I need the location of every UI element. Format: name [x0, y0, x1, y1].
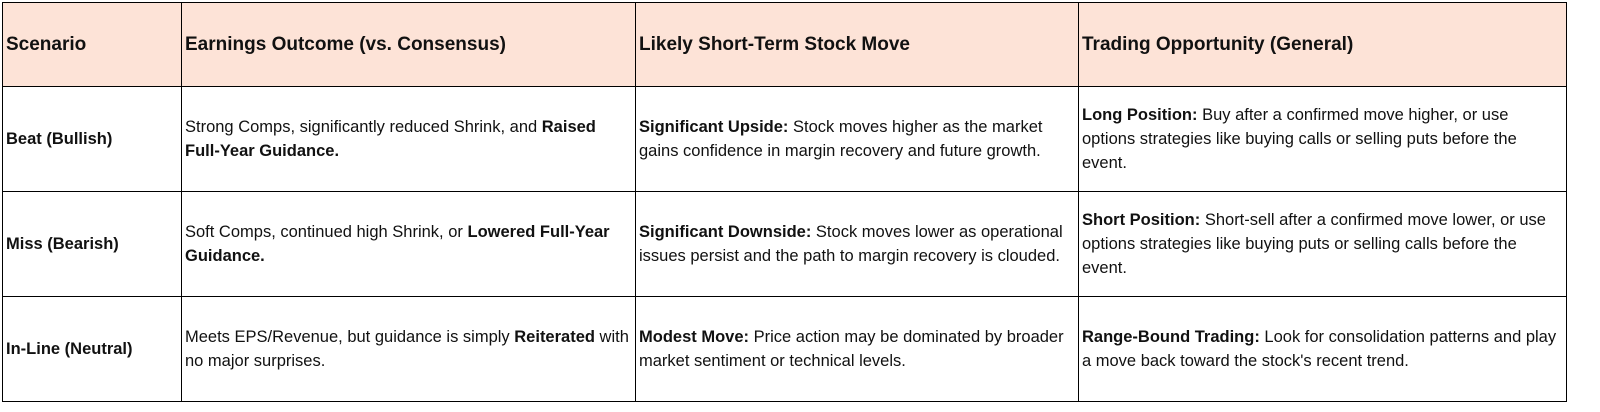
table-cell: Soft Comps, continued high Shrink, or Lo… — [181, 191, 636, 297]
bold-text: Beat (Bullish) — [6, 130, 113, 148]
table-cell: Modest Move: Price action may be dominat… — [635, 296, 1079, 402]
cell-text: Short-sell after a confirmed move lower,… — [1082, 211, 1546, 277]
header-row: Scenario Earnings Outcome (vs. Consensus)… — [2, 2, 1567, 87]
table-cell: Significant Upside: Stock moves higher a… — [635, 86, 1079, 192]
header-cell: Scenario — [2, 2, 182, 87]
bold-text: Lowered Full-Year Guidance. — [185, 223, 610, 265]
cell-text: with no major surprises. — [185, 328, 629, 370]
bold-text: Miss (Bearish) — [6, 235, 119, 253]
table-cell: In-Line (Neutral) — [2, 296, 182, 402]
cell-text: Strong Comps, significantly reduced Shri… — [185, 118, 542, 136]
cell-text: Stock moves lower as operational issues … — [639, 223, 1063, 265]
cell-text: Meets EPS/Revenue, but guidance is simpl… — [185, 328, 515, 346]
bold-text: In-Line (Neutral) — [6, 340, 133, 358]
bold-text: Long Position: — [1082, 106, 1198, 124]
table-cell: Miss (Bearish) — [2, 191, 182, 297]
bold-text: Significant Downside: — [639, 223, 812, 241]
bold-text: Reiterated — [514, 328, 595, 346]
table-cell: Significant Downside: Stock moves lower … — [635, 191, 1079, 297]
header-cell: Earnings Outcome (vs. Consensus) — [181, 2, 636, 87]
table-body: Beat (Bullish) Strong Comps, significantl… — [2, 86, 1567, 402]
bold-text: Significant Upside: — [639, 118, 789, 136]
bold-text: Raised Full-Year Guidance. — [185, 118, 596, 160]
cell-text: Look for consolidation patterns and play… — [1082, 328, 1557, 370]
cell-text: Buy after a confirmed move higher, or us… — [1082, 106, 1517, 172]
cell-text: Stock moves higher as the market gains c… — [639, 118, 1043, 160]
table-cell: Beat (Bullish) — [2, 86, 182, 192]
header-cell: Likely Short-Term Stock Move — [635, 2, 1079, 87]
table-cell: Strong Comps, significantly reduced Shri… — [181, 86, 636, 192]
cell-text: Soft Comps, continued high Shrink, or — [185, 223, 468, 241]
bold-text: Range-Bound Trading: — [1082, 328, 1260, 346]
header-cell: Trading Opportunity (General) — [1078, 2, 1567, 87]
cell-text: Price action may be dominated by broader… — [639, 328, 1064, 370]
bold-text: Short Position: — [1082, 211, 1201, 229]
table-row: In-Line (Neutral) Meets EPS/Revenue, but … — [2, 296, 1567, 402]
table-row: Beat (Bullish) Strong Comps, significantl… — [2, 86, 1567, 192]
table-cell: Short Position: Short-sell after a confi… — [1078, 191, 1567, 297]
table-cell: Range-Bound Trading: Look for consolidat… — [1078, 296, 1567, 402]
table-cell: Long Position: Buy after a confirmed mov… — [1078, 86, 1567, 192]
data-table: Scenario Earnings Outcome (vs. Consensus)… — [2, 2, 1567, 402]
table-cell: Meets EPS/Revenue, but guidance is simpl… — [181, 296, 636, 402]
table-row: Miss (Bearish) Soft Comps, continued high… — [2, 191, 1567, 297]
bold-text: Modest Move: — [639, 328, 750, 346]
